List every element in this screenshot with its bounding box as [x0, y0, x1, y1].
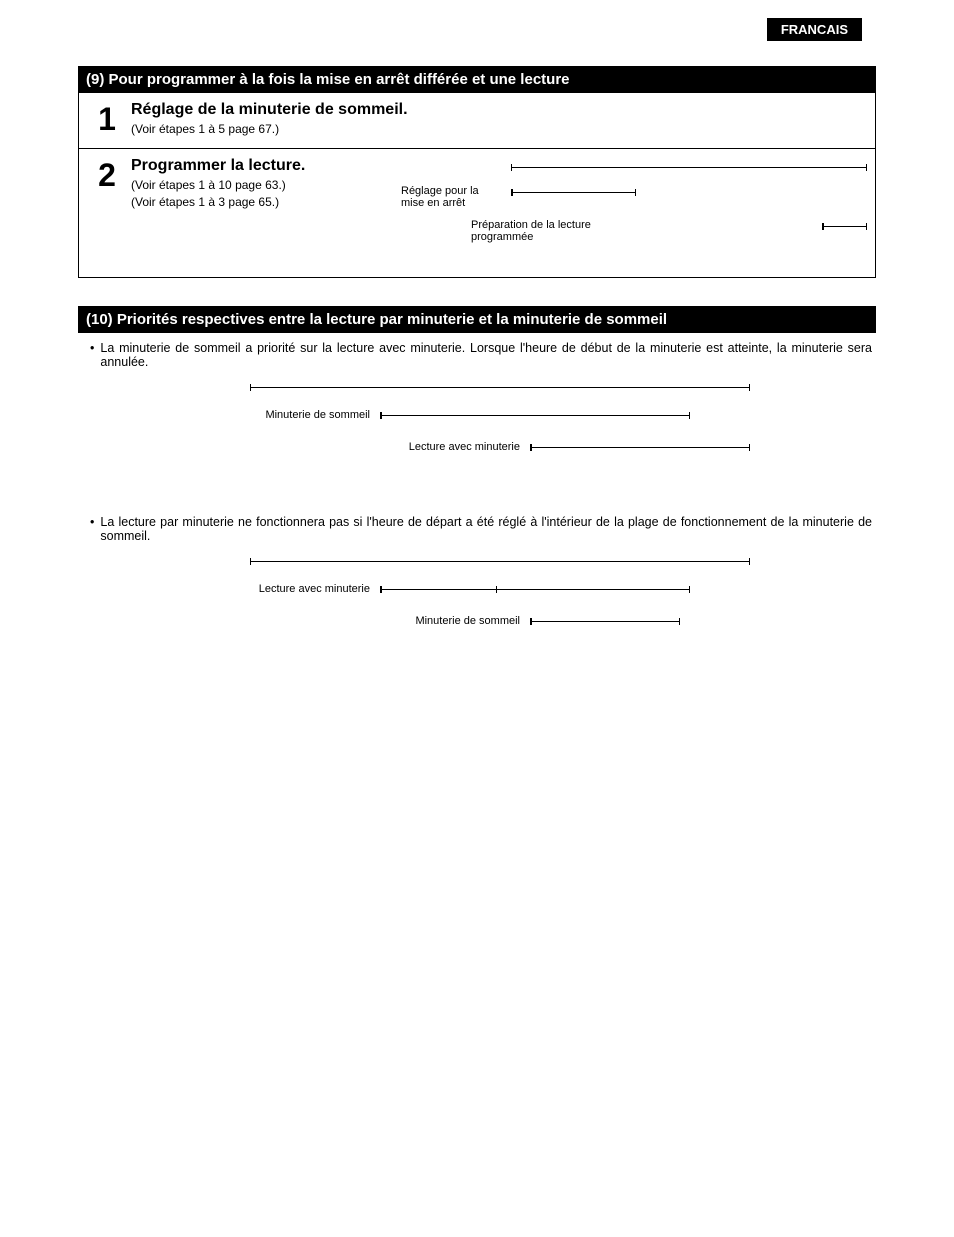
diagram-2-bar-a: [380, 589, 690, 590]
bullet-1-text: La minuterie de sommeil a priorité sur l…: [100, 341, 872, 369]
diagram-1-bar-b: [530, 447, 750, 448]
diagram-1-toprule: [250, 387, 750, 388]
section-10-body: • La minuterie de sommeil a priorité sur…: [78, 333, 876, 663]
timeline-bar-2: [822, 226, 867, 227]
page-content: (9) Pour programmer à la fois la mise en…: [0, 0, 954, 663]
diagram-2: Lecture avec minuterie Minuterie de somm…: [90, 553, 872, 663]
bullet-dot-icon: •: [90, 341, 94, 369]
step-2-title: Programmer la lecture.: [131, 157, 361, 175]
step-2-sub1: (Voir étapes 1 à 10 page 63.): [131, 177, 361, 194]
bullet-2: • La lecture par minuterie ne fonctionne…: [90, 515, 872, 543]
bullet-1: • La minuterie de sommeil a priorité sur…: [90, 341, 872, 369]
diagram-1-bar-a: [380, 415, 690, 416]
timeline-bar-1: [511, 192, 636, 193]
step-2-sub2: (Voir étapes 1 à 3 page 65.): [131, 194, 361, 211]
section-9-header: (9) Pour programmer à la fois la mise en…: [78, 66, 876, 93]
diagram-1-label-a: Minuterie de sommeil: [120, 409, 370, 421]
bullet-2-text: La lecture par minuterie ne fonctionnera…: [100, 515, 872, 543]
timeline-label-2: Préparation de la lecture programmée: [471, 219, 631, 243]
diagram-2-toprule: [250, 561, 750, 562]
step-1-number: 1: [89, 101, 125, 135]
diagram-2-bar-b: [530, 621, 680, 622]
timeline-label-1: Réglage pour la mise en arrêt: [401, 185, 501, 209]
step-2: 2 Programmer la lecture. (Voir étapes 1 …: [79, 148, 875, 277]
diagram-2-bar-a-tick: [496, 586, 497, 593]
language-tab: FRANCAIS: [767, 18, 862, 41]
step-2-timeline: Réglage pour la mise en arrêt Préparatio…: [381, 157, 867, 267]
diagram-2-label-b: Minuterie de sommeil: [270, 615, 520, 627]
step-1-sub: (Voir étapes 1 à 5 page 67.): [131, 121, 867, 138]
diagram-1: Minuterie de sommeil Lecture avec minute…: [90, 379, 872, 489]
section-10-header: (10) Priorités respectives entre la lect…: [78, 306, 876, 333]
bullet-dot-icon: •: [90, 515, 94, 543]
diagram-1-label-b: Lecture avec minuterie: [270, 441, 520, 453]
step-1-title: Réglage de la minuterie de sommeil.: [131, 101, 867, 119]
steps-box: 1 Réglage de la minuterie de sommeil. (V…: [78, 93, 876, 278]
step-2-number: 2: [89, 157, 125, 191]
timeline-top-rule: [511, 167, 867, 168]
step-1: 1 Réglage de la minuterie de sommeil. (V…: [79, 93, 875, 148]
diagram-2-label-a: Lecture avec minuterie: [120, 583, 370, 595]
